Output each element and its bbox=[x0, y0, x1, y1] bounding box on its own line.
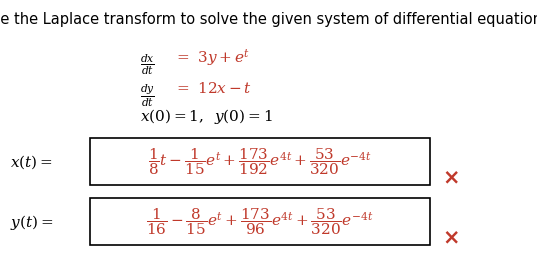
Text: $\frac{dy}{dt}$: $\frac{dy}{dt}$ bbox=[140, 82, 155, 109]
Text: $y(t) =$: $y(t) =$ bbox=[10, 212, 53, 232]
Text: $\mathbf{\times}$: $\mathbf{\times}$ bbox=[441, 228, 459, 248]
Text: $= \ 12x - t$: $= \ 12x - t$ bbox=[174, 81, 252, 96]
Bar bbox=[90, 138, 430, 185]
Text: Use the Laplace transform to solve the given system of differential equations.: Use the Laplace transform to solve the g… bbox=[0, 12, 537, 27]
Text: $\frac{dx}{dt}$: $\frac{dx}{dt}$ bbox=[140, 52, 155, 77]
Text: $x(t) =$: $x(t) =$ bbox=[10, 153, 53, 171]
Text: $x(0) = 1, \;\; y(0) = 1$: $x(0) = 1, \;\; y(0) = 1$ bbox=[140, 106, 273, 125]
Bar bbox=[90, 198, 430, 245]
Text: $\dfrac{1}{16} - \dfrac{8}{15}e^{t} + \dfrac{173}{96}e^{4t} + \dfrac{53}{320}e^{: $\dfrac{1}{16} - \dfrac{8}{15}e^{t} + \d… bbox=[146, 207, 374, 237]
Text: $\dfrac{1}{8}t - \dfrac{1}{15}e^{t} + \dfrac{173}{192}e^{4t} + \dfrac{53}{320}e^: $\dfrac{1}{8}t - \dfrac{1}{15}e^{t} + \d… bbox=[148, 147, 372, 177]
Text: $\mathbf{\times}$: $\mathbf{\times}$ bbox=[441, 168, 459, 188]
Text: $= \ 3y + e^{t}$: $= \ 3y + e^{t}$ bbox=[174, 48, 250, 68]
